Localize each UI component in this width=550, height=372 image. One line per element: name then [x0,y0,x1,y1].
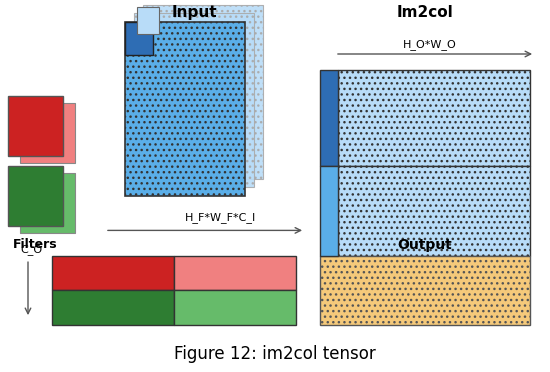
Text: Im2col: Im2col [397,4,453,19]
Bar [338,166,530,256]
Bar [125,22,245,196]
Text: Figure 12: im2col tensor: Figure 12: im2col tensor [174,345,376,363]
Bar [137,7,159,33]
Bar [320,166,338,256]
Bar [143,5,263,179]
Bar [20,173,75,233]
Bar [52,291,174,325]
Bar [52,256,174,291]
Text: C_O: C_O [20,244,42,255]
Bar [320,70,338,166]
Text: H_O*W_O: H_O*W_O [403,39,457,50]
Bar [338,70,530,166]
Bar [174,256,296,291]
Text: Output: Output [398,238,452,252]
Text: Input: Input [171,4,217,19]
Bar [20,103,75,163]
Text: H_F*W_F*C_I: H_F*W_F*C_I [184,212,256,223]
Bar [134,13,254,187]
Bar [320,256,530,325]
Text: Filters: Filters [13,238,58,251]
Bar [8,166,63,225]
Bar [174,291,296,325]
Bar [125,22,153,55]
Bar [8,96,63,156]
